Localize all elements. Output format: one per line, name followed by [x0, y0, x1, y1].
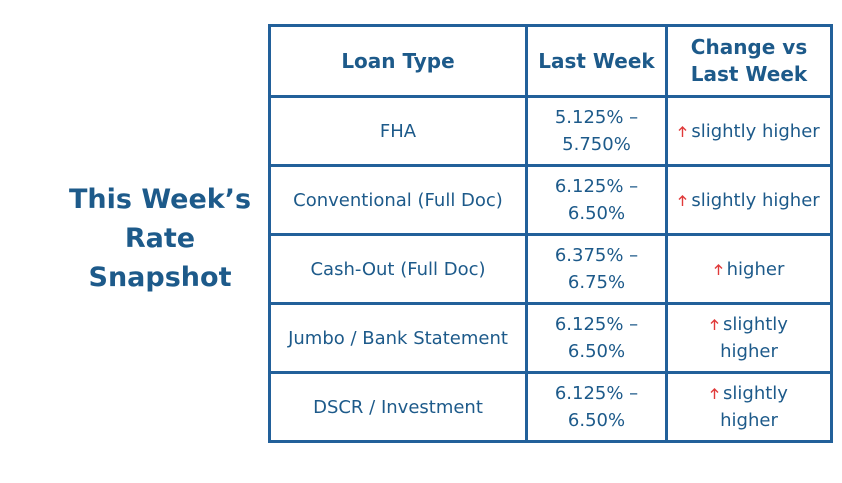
rate-table: Loan Type Last Week Change vs Last Week …: [268, 24, 833, 443]
rate-range: 5.125% – 5.750%: [554, 107, 639, 155]
up-arrow: [710, 388, 719, 399]
table-row: Jumbo / Bank Statement 6.125% – 6.50% slig…: [268, 302, 833, 374]
table-cell: DSCR / Investment: [268, 371, 528, 443]
change-cell: slightly higher: [694, 311, 804, 365]
table-cell: slightly higher: [665, 164, 833, 236]
loan-type: Conventional (Full Doc): [293, 189, 503, 211]
loan-type: Jumbo / Bank Statement: [288, 327, 508, 349]
change-text: slightly higher: [720, 314, 788, 362]
loan-type: Cash-Out (Full Doc): [310, 258, 486, 280]
title: This Week’s Rate Snapshot: [68, 184, 252, 293]
loan-type: DSCR / Investment: [313, 396, 483, 418]
change-cell: slightly higher: [674, 187, 824, 214]
rate-range: 6.375% – 6.75%: [554, 245, 639, 293]
table-cell: 6.125% – 6.50%: [525, 164, 668, 236]
table-cell: slightly higher: [665, 95, 833, 167]
rate-range: 6.125% – 6.50%: [554, 383, 639, 431]
table-cell: 5.125% – 5.750%: [525, 95, 668, 167]
header-cell: Change vs Last Week: [665, 24, 833, 98]
table-cell: Jumbo / Bank Statement: [268, 302, 528, 374]
table-cell: 6.125% – 6.50%: [525, 371, 668, 443]
rate-range: 6.125% – 6.50%: [554, 314, 639, 362]
table-cell: FHA: [268, 95, 528, 167]
up-arrow: [678, 125, 687, 137]
table-cell: Conventional (Full Doc): [268, 164, 528, 236]
rate-range: 6.125% – 6.50%: [554, 176, 639, 224]
table-cell: Cash-Out (Full Doc): [268, 233, 528, 305]
table-body: FHA 5.125% – 5.750% slightly higher Convent…: [268, 95, 833, 443]
table-cell: 6.375% – 6.75%: [525, 233, 668, 305]
loan-type: FHA: [379, 120, 417, 142]
change-text: slightly higher: [720, 383, 788, 431]
header-cell: Loan Type: [268, 24, 528, 98]
change-text: higher: [726, 258, 785, 280]
table-cell: higher: [665, 233, 833, 305]
change-cell: higher: [674, 256, 824, 283]
table-cell: slightly higher: [665, 371, 833, 443]
up-arrow: [678, 194, 687, 206]
up-arrow: [710, 319, 719, 330]
up-arrow: [714, 263, 723, 275]
change-cell: slightly higher: [674, 118, 824, 145]
table-cell: 6.125% – 6.50%: [525, 302, 668, 374]
change-text: slightly higher: [691, 120, 820, 142]
table-row: Conventional (Full Doc) 6.125% – 6.50% sli…: [268, 164, 833, 236]
table-row: Cash-Out (Full Doc) 6.375% – 6.75% higher: [268, 233, 833, 305]
table-cell: slightly higher: [665, 302, 833, 374]
table-row: DSCR / Investment 6.125% – 6.50% slightly …: [268, 371, 833, 443]
change-cell: slightly higher: [694, 380, 804, 434]
header-row: Loan Type Last Week Change vs Last Week: [268, 24, 833, 98]
header-cell: Last Week: [525, 24, 668, 98]
change-text: slightly higher: [691, 189, 820, 211]
table-row: FHA 5.125% – 5.750% slightly higher: [268, 95, 833, 167]
